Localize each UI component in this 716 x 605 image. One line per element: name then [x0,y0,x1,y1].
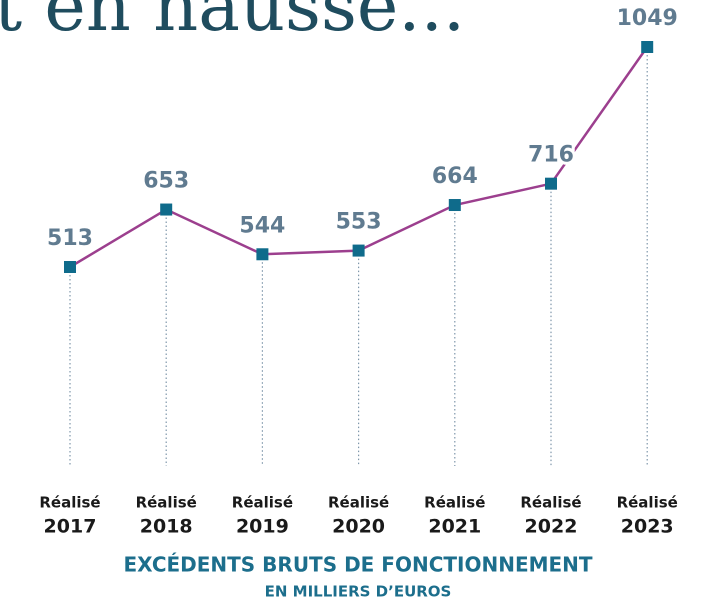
x-tick-label: Réalisé [424,494,485,512]
marker [641,41,654,53]
x-tick-label: Réalisé [232,494,293,512]
x-tick-label: Réalisé [520,494,581,512]
value-label: 553 [336,210,382,235]
x-tick-label: 2022 [525,516,578,538]
x-tick-label: Réalisé [39,494,100,512]
x-tick-label: Réalisé [617,494,678,512]
marker [545,177,557,190]
x-tick-label: 2021 [428,516,481,538]
x-tick-label: Réalisé [328,494,389,512]
x-tick-label: 2017 [44,516,97,538]
value-label: 544 [239,213,285,238]
x-tick-label: Réalisé [136,494,197,512]
x-tick-label: 2019 [236,516,289,538]
x-tick-label: 2018 [140,516,193,538]
marker [448,199,461,212]
marker [256,248,269,261]
x-tick-label: 2020 [332,516,385,538]
chart-subtitle: EXCÉDENTS BRUTS DE FONCTIONNEMENT [123,553,592,577]
marker [160,203,173,216]
value-label: 664 [432,164,478,189]
value-label: 716 [528,143,574,168]
marker [352,244,365,257]
value-label: 513 [47,226,93,251]
chart-title: t en hausse... [0,0,465,47]
value-label: 1049 [617,6,678,31]
x-tick-label: 2023 [621,516,674,538]
marker [64,261,76,273]
unit-label: EN MILLIERS D’EUROS [265,583,452,601]
value-label: 653 [143,169,189,194]
